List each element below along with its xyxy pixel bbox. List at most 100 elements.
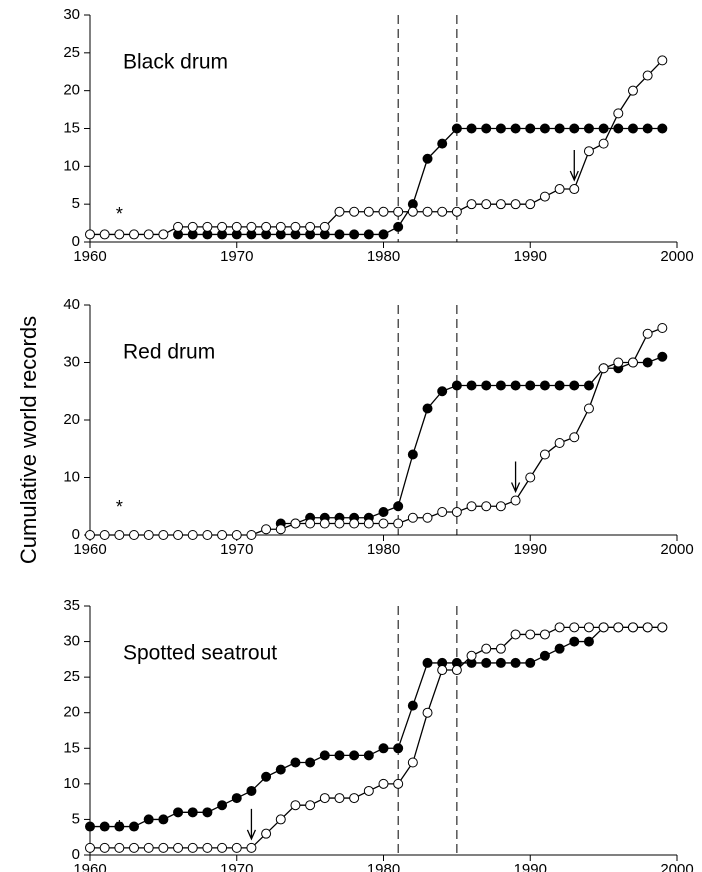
data-point bbox=[583, 636, 594, 647]
data-point bbox=[378, 229, 389, 240]
data-point bbox=[481, 501, 492, 512]
data-point bbox=[598, 622, 609, 633]
data-point bbox=[525, 657, 536, 668]
data-point bbox=[349, 229, 360, 240]
data-point bbox=[261, 828, 272, 839]
data-point bbox=[539, 629, 550, 640]
data-point bbox=[554, 123, 565, 134]
y-tick-label: 10 bbox=[63, 468, 80, 485]
data-point bbox=[275, 814, 286, 825]
data-point bbox=[569, 622, 580, 633]
y-axis-label: Cumulative world records bbox=[16, 316, 41, 564]
data-point bbox=[319, 221, 330, 232]
y-tick-label: 20 bbox=[63, 704, 80, 721]
data-point bbox=[583, 622, 594, 633]
data-point bbox=[99, 821, 110, 832]
data-point bbox=[393, 743, 404, 754]
data-point bbox=[290, 221, 301, 232]
y-tick-label: 30 bbox=[63, 353, 80, 370]
data-point bbox=[554, 622, 565, 633]
data-point bbox=[99, 530, 110, 540]
data-point bbox=[657, 323, 668, 333]
y-tick-label: 40 bbox=[63, 296, 80, 313]
data-point bbox=[143, 229, 154, 240]
x-tick-label: 1990 bbox=[514, 248, 547, 265]
data-point bbox=[407, 449, 418, 460]
data-point bbox=[539, 380, 550, 391]
annotation: * bbox=[116, 204, 123, 224]
data-point bbox=[495, 657, 506, 668]
data-point bbox=[129, 821, 140, 832]
data-point bbox=[495, 501, 506, 512]
data-point bbox=[114, 821, 125, 832]
data-point bbox=[451, 507, 462, 517]
data-point bbox=[187, 221, 198, 232]
data-point bbox=[319, 793, 330, 804]
data-point bbox=[275, 221, 286, 232]
data-point bbox=[202, 221, 213, 232]
data-point bbox=[407, 206, 418, 217]
data-point bbox=[363, 229, 374, 240]
data-point bbox=[202, 530, 213, 540]
data-point bbox=[173, 530, 184, 540]
data-point bbox=[525, 380, 536, 391]
data-point bbox=[290, 518, 301, 529]
data-point bbox=[334, 793, 345, 804]
data-point bbox=[451, 665, 462, 676]
data-point bbox=[613, 123, 624, 134]
y-tick-label: 20 bbox=[63, 82, 80, 99]
data-point bbox=[583, 123, 594, 134]
arrow bbox=[246, 808, 257, 841]
x-tick-label: 2000 bbox=[660, 248, 693, 265]
data-point bbox=[510, 495, 521, 506]
panel-title: Spotted seatrout bbox=[123, 642, 277, 665]
data-point bbox=[422, 512, 433, 523]
data-point bbox=[85, 842, 95, 853]
data-point bbox=[437, 665, 448, 676]
x-tick-label: 1970 bbox=[220, 541, 253, 558]
data-point bbox=[349, 518, 360, 529]
data-point bbox=[261, 221, 272, 232]
data-point bbox=[378, 778, 389, 789]
data-point bbox=[114, 842, 125, 853]
data-point bbox=[217, 842, 228, 853]
data-point bbox=[627, 123, 638, 134]
series-line bbox=[90, 59, 663, 236]
data-point bbox=[657, 123, 668, 134]
data-point bbox=[378, 507, 389, 517]
data-point bbox=[481, 380, 492, 391]
x-tick-label: 2000 bbox=[660, 861, 693, 872]
data-point bbox=[217, 800, 228, 811]
data-point bbox=[129, 229, 140, 240]
data-point bbox=[363, 206, 374, 217]
data-point bbox=[539, 191, 550, 202]
data-point bbox=[319, 518, 330, 529]
data-point bbox=[158, 842, 169, 853]
data-point bbox=[437, 507, 448, 517]
data-point bbox=[407, 700, 418, 711]
data-point bbox=[569, 123, 580, 134]
data-point bbox=[363, 518, 374, 529]
data-point bbox=[393, 221, 404, 232]
data-point bbox=[158, 530, 169, 540]
data-point bbox=[173, 221, 184, 232]
data-point bbox=[554, 184, 565, 195]
x-tick-label: 1980 bbox=[367, 541, 400, 558]
data-point bbox=[569, 380, 580, 391]
arrow bbox=[569, 150, 579, 182]
y-tick-label: 10 bbox=[63, 157, 80, 174]
data-point bbox=[569, 184, 580, 195]
data-point bbox=[437, 138, 448, 149]
data-point bbox=[437, 386, 448, 397]
data-point bbox=[407, 757, 418, 768]
data-point bbox=[539, 123, 550, 134]
data-point bbox=[642, 622, 653, 633]
data-point bbox=[349, 750, 360, 761]
data-point bbox=[319, 750, 330, 761]
x-tick-label: 1980 bbox=[367, 861, 400, 872]
data-point bbox=[246, 785, 257, 796]
data-point bbox=[275, 524, 286, 535]
data-point bbox=[437, 206, 448, 217]
data-point bbox=[85, 530, 95, 540]
